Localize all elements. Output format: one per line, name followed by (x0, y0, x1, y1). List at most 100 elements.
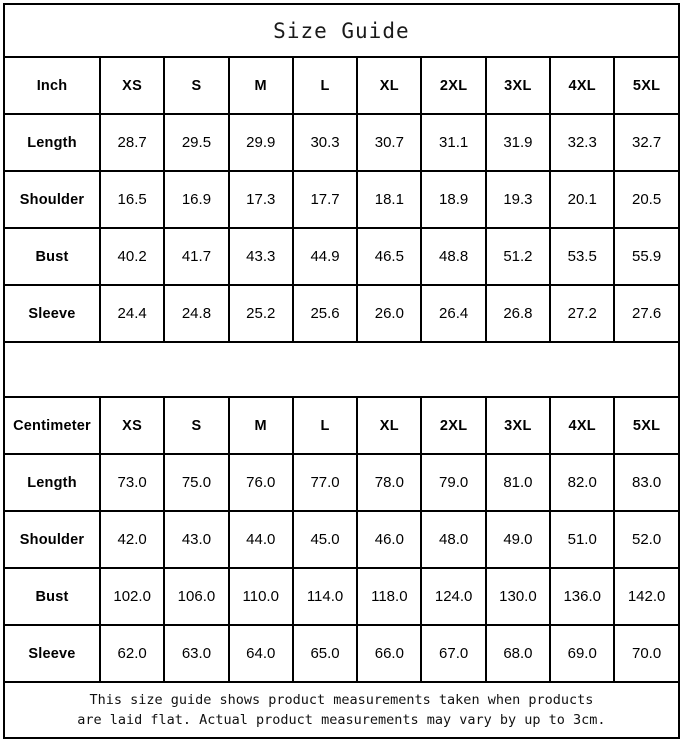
measurement-value-cell: 142.0 (613, 567, 680, 626)
table-row: Length 73.0 75.0 76.0 77.0 78.0 79.0 81.0 82.0 83… (3, 453, 680, 512)
measurement-value-cell: 75.0 (163, 453, 230, 512)
measurement-value-cell: 78.0 (356, 453, 423, 512)
measurement-value-cell: 53.5 (549, 227, 616, 286)
measurement-label-cell: Shoulder (3, 510, 101, 569)
table-row: Shoulder 16.5 16.9 17.3 17.7 18.1 18.9 19.3 20.1… (3, 170, 680, 229)
table-row: Length 28.7 29.5 29.9 30.3 30.7 31.1 31.9 32.3 32… (3, 113, 680, 172)
measurement-value-cell: 16.9 (163, 170, 230, 229)
size-guide-container: Size Guide Inch XS S M L XL 2XL 3XL 4XL 5XL Length… (3, 3, 680, 739)
measurement-value-cell: 81.0 (484, 453, 552, 512)
size-header-cell: S (163, 56, 230, 115)
measurement-value-cell: 110.0 (227, 567, 294, 626)
table-spacer-cell (3, 341, 680, 398)
measurement-value-cell: 24.4 (98, 284, 166, 343)
measurement-value-cell: 48.0 (420, 510, 487, 569)
size-header-cell: L (291, 56, 359, 115)
footer-note-line-1: This size guide shows product measuremen… (89, 692, 594, 708)
measurement-value-cell: 31.9 (484, 113, 552, 172)
measurement-value-cell: 18.9 (420, 170, 487, 229)
size-header-cell: 4XL (549, 56, 616, 115)
measurement-value-cell: 106.0 (163, 567, 230, 626)
footer-note: This size guide shows product measuremen… (3, 681, 680, 739)
size-header-cell: XS (98, 396, 166, 455)
measurement-value-cell: 25.2 (227, 284, 294, 343)
size-header-cell: 3XL (484, 396, 552, 455)
measurement-value-cell: 42.0 (98, 510, 166, 569)
measurement-value-cell: 45.0 (291, 510, 359, 569)
measurement-value-cell: 18.1 (356, 170, 423, 229)
size-header-cell: 5XL (613, 396, 680, 455)
measurement-value-cell: 118.0 (356, 567, 423, 626)
table-row: Sleeve 24.4 24.8 25.2 25.6 26.0 26.4 26.8 27.2 27… (3, 284, 680, 343)
measurement-value-cell: 44.0 (227, 510, 294, 569)
size-header-cell: M (227, 396, 294, 455)
measurement-label-cell: Shoulder (3, 170, 101, 229)
measurement-value-cell: 46.0 (356, 510, 423, 569)
measurement-value-cell: 24.8 (163, 284, 230, 343)
measurement-value-cell: 43.0 (163, 510, 230, 569)
measurement-value-cell: 20.1 (549, 170, 616, 229)
measurement-value-cell: 70.0 (613, 624, 680, 683)
measurement-label-cell: Bust (3, 227, 101, 286)
measurement-value-cell: 83.0 (613, 453, 680, 512)
measurement-value-cell: 44.9 (291, 227, 359, 286)
unit-header-cell: Centimeter (3, 396, 101, 455)
measurement-value-cell: 20.5 (613, 170, 680, 229)
measurement-value-cell: 79.0 (420, 453, 487, 512)
measurement-value-cell: 73.0 (98, 453, 166, 512)
title-row: Size Guide (3, 3, 680, 58)
measurement-value-cell: 30.7 (356, 113, 423, 172)
size-header-cell: 3XL (484, 56, 552, 115)
size-header-cell: 2XL (420, 56, 487, 115)
size-header-cell: XS (98, 56, 166, 115)
measurement-value-cell: 63.0 (163, 624, 230, 683)
measurement-label-cell: Length (3, 453, 101, 512)
measurement-value-cell: 29.5 (163, 113, 230, 172)
table-row: Shoulder 42.0 43.0 44.0 45.0 46.0 48.0 49.0 51.0… (3, 510, 680, 569)
table-row: Sleeve 62.0 63.0 64.0 65.0 66.0 67.0 68.0 69.0 70… (3, 624, 680, 683)
measurement-value-cell: 130.0 (484, 567, 552, 626)
table-header-row: Centimeter XS S M L XL 2XL 3XL 4XL 5XL (3, 396, 680, 455)
size-header-cell: XL (356, 56, 423, 115)
measurement-label-cell: Bust (3, 567, 101, 626)
table-row: Bust 40.2 41.7 43.3 44.9 46.5 48.8 51.2 53.5 55.9 (3, 227, 680, 286)
measurement-value-cell: 29.9 (227, 113, 294, 172)
measurement-value-cell: 64.0 (227, 624, 294, 683)
page-title: Size Guide (3, 3, 680, 58)
measurement-value-cell: 67.0 (420, 624, 487, 683)
measurement-value-cell: 31.1 (420, 113, 487, 172)
measurement-value-cell: 16.5 (98, 170, 166, 229)
measurement-value-cell: 46.5 (356, 227, 423, 286)
measurement-value-cell: 43.3 (227, 227, 294, 286)
measurement-value-cell: 82.0 (549, 453, 616, 512)
measurement-value-cell: 102.0 (98, 567, 166, 626)
measurement-label-cell: Length (3, 113, 101, 172)
measurement-value-cell: 32.7 (613, 113, 680, 172)
unit-header-cell: Inch (3, 56, 101, 115)
measurement-value-cell: 51.2 (484, 227, 552, 286)
size-header-cell: L (291, 396, 359, 455)
measurement-value-cell: 69.0 (549, 624, 616, 683)
measurement-label-cell: Sleeve (3, 624, 101, 683)
measurement-value-cell: 66.0 (356, 624, 423, 683)
measurement-value-cell: 114.0 (291, 567, 359, 626)
footer-note-row: This size guide shows product measuremen… (3, 681, 680, 739)
measurement-value-cell: 17.3 (227, 170, 294, 229)
size-header-cell: 5XL (613, 56, 680, 115)
measurement-value-cell: 77.0 (291, 453, 359, 512)
measurement-value-cell: 55.9 (613, 227, 680, 286)
measurement-value-cell: 17.7 (291, 170, 359, 229)
measurement-value-cell: 51.0 (549, 510, 616, 569)
measurement-value-cell: 25.6 (291, 284, 359, 343)
measurement-value-cell: 26.8 (484, 284, 552, 343)
measurement-value-cell: 136.0 (549, 567, 616, 626)
measurement-value-cell: 32.3 (549, 113, 616, 172)
size-header-cell: 2XL (420, 396, 487, 455)
table-row: Bust 102.0 106.0 110.0 114.0 118.0 124.0 130.0 1… (3, 567, 680, 626)
measurement-label-cell: Sleeve (3, 284, 101, 343)
size-header-cell: 4XL (549, 396, 616, 455)
measurement-value-cell: 62.0 (98, 624, 166, 683)
size-guide-table: Size Guide Inch XS S M L XL 2XL 3XL 4XL 5XL Length… (3, 3, 680, 739)
size-guide-body: Size Guide Inch XS S M L XL 2XL 3XL 4XL 5XL Length… (3, 3, 680, 739)
size-header-cell: XL (356, 396, 423, 455)
